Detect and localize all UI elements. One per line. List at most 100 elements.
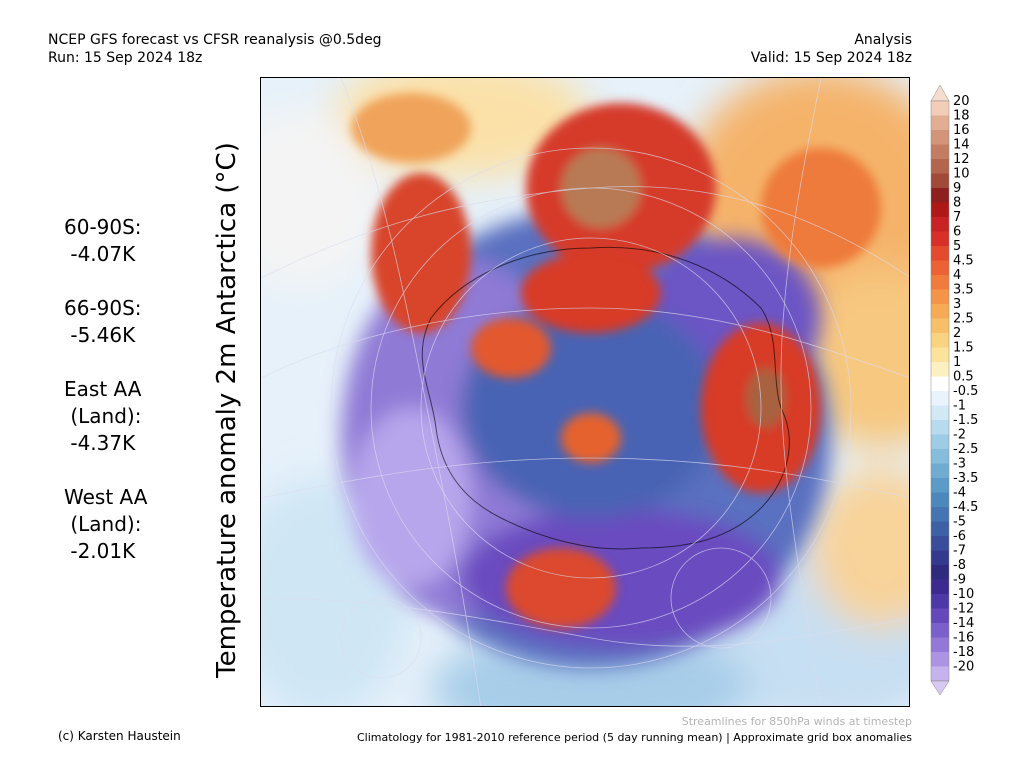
colorbar-cell: [931, 579, 949, 595]
colorbar-tick-label: 4: [953, 268, 961, 283]
colorbar-cell: [931, 202, 949, 218]
climatology-note: Climatology for 1981-2010 reference peri…: [356, 731, 912, 744]
stat-60-90s: 60-90S: -4.07K: [64, 214, 147, 268]
colorbar-cell: [931, 376, 949, 392]
colorbar-cell: [931, 289, 949, 305]
stat-east-aa: East AA (Land): -4.37K: [64, 376, 147, 457]
valid-block: Analysis Valid: 15 Sep 2024 18z: [751, 31, 912, 67]
colorbar-cell: [931, 550, 949, 566]
colorbar-tick-label: -10: [953, 587, 974, 602]
colorbar-cell: [931, 666, 949, 682]
colorbar-tick-label: 4.5: [953, 254, 974, 269]
map-canvas: [261, 78, 909, 706]
colorbar-cell: [931, 565, 949, 580]
colorbar-labels: 201816141210987654.543.532.521.510.5-0.5…: [953, 94, 978, 675]
colorbar-cell: [931, 652, 949, 667]
colorbar-cell: [931, 492, 949, 508]
colorbar-cell: [931, 318, 949, 334]
colorbar-cell: [931, 101, 949, 116]
colorbar-cell: [931, 304, 949, 319]
colorbar-cell: [931, 463, 949, 479]
colorbar-tip-top: [930, 85, 950, 102]
colorbar-tick-label: 16: [953, 123, 970, 138]
colorbar: 201816141210987654.543.532.521.510.5-0.5…: [930, 85, 978, 696]
colorbar-tick-label: 3.5: [953, 283, 974, 298]
colorbar-cell: [931, 188, 949, 203]
colorbar-tick-label: -7: [953, 544, 966, 559]
colorbar-tick-label: -18: [953, 645, 974, 660]
colorbar-cell: [931, 637, 949, 653]
colorbar-tick-label: -3: [953, 457, 966, 472]
colorbar-tick-label: 1.5: [953, 341, 974, 356]
colorbar-tick-label: 2.5: [953, 312, 974, 327]
colorbar-tick-label: 14: [953, 138, 970, 153]
colorbar-tip-bottom: [930, 680, 950, 696]
colorbar-cell: [931, 449, 949, 464]
colorbar-tick-label: 12: [953, 152, 970, 167]
colorbar-cell: [931, 594, 949, 609]
colorbar-cell: [931, 434, 949, 450]
colorbar-tick-label: 10: [953, 167, 970, 182]
colorbar-cell: [931, 478, 949, 493]
colorbar-tick-label: -12: [953, 602, 974, 617]
colorbar-tick-label: -14: [953, 616, 974, 631]
stat-label: 60-90S:: [64, 215, 142, 239]
colorbar-tick-label: -4.5: [953, 500, 978, 515]
colorbar-cells: [930, 85, 950, 696]
colorbar-cell: [931, 420, 949, 435]
stat-label: (Land):: [64, 404, 142, 428]
colorbar-tick-label: -2: [953, 428, 966, 443]
stat-west-aa: West AA (Land): -2.01K: [64, 484, 147, 565]
colorbar-cell: [931, 130, 949, 145]
wind-streamlines: [261, 78, 909, 706]
streamlines-note: Streamlines for 850hPa winds at timestep: [681, 715, 912, 728]
stat-label: East AA: [64, 377, 142, 401]
colorbar-tick-label: 9: [953, 181, 961, 196]
colorbar-tick-label: 6: [953, 225, 961, 240]
title-line: NCEP GFS forecast vs CFSR reanalysis @0.…: [48, 32, 382, 48]
colorbar-cell: [931, 623, 949, 638]
stat-value: -5.46K: [64, 323, 136, 347]
colorbar-tick-label: 0.5: [953, 370, 974, 385]
colorbar-tick-label: 1: [953, 355, 961, 370]
colorbar-cell: [931, 275, 949, 290]
colorbar-cell: [931, 173, 949, 189]
colorbar-cell: [931, 231, 949, 247]
colorbar-tick-label: -3.5: [953, 471, 978, 486]
colorbar-tick-label: -1: [953, 399, 966, 414]
colorbar-cell: [931, 536, 949, 551]
anomaly-map: [260, 77, 910, 707]
colorbar-tick-label: 20: [953, 94, 970, 109]
colorbar-cell: [931, 115, 949, 131]
stat-value: -2.01K: [64, 539, 136, 563]
credit: (c) Karsten Haustein: [58, 729, 181, 743]
run-line: Run: 15 Sep 2024 18z: [48, 50, 203, 66]
colorbar-cell: [931, 144, 949, 160]
colorbar-tick-label: -6: [953, 529, 966, 544]
colorbar-tick-label: 7: [953, 210, 961, 225]
title-block: NCEP GFS forecast vs CFSR reanalysis @0.…: [48, 31, 382, 67]
colorbar-cell: [931, 347, 949, 363]
warm-anomaly-patches: [351, 93, 881, 628]
colorbar-cell: [931, 507, 949, 522]
stat-label: 66-90S:: [64, 296, 142, 320]
colorbar-cell: [931, 246, 949, 261]
colorbar-tick-label: -2.5: [953, 442, 978, 457]
colorbar-cell: [931, 405, 949, 421]
colorbar-cell: [931, 521, 949, 537]
colorbar-tick-label: -0.5: [953, 384, 978, 399]
colorbar-tick-label: 18: [953, 109, 970, 124]
colorbar-cell: [931, 260, 949, 276]
colorbar-tick-label: -8: [953, 558, 966, 573]
colorbar-cell: [931, 159, 949, 174]
colorbar-cell: [931, 333, 949, 348]
stat-label: West AA: [64, 485, 148, 509]
colorbar-tick-label: 3: [953, 297, 961, 312]
colorbar-cell: [931, 362, 949, 377]
colorbar-cell: [931, 608, 949, 624]
stat-value: -4.07K: [64, 242, 136, 266]
colorbar-tick-label: -16: [953, 631, 974, 646]
colorbar-cell: [931, 217, 949, 232]
colorbar-cell: [931, 391, 949, 406]
colorbar-tick-label: -20: [953, 660, 974, 675]
